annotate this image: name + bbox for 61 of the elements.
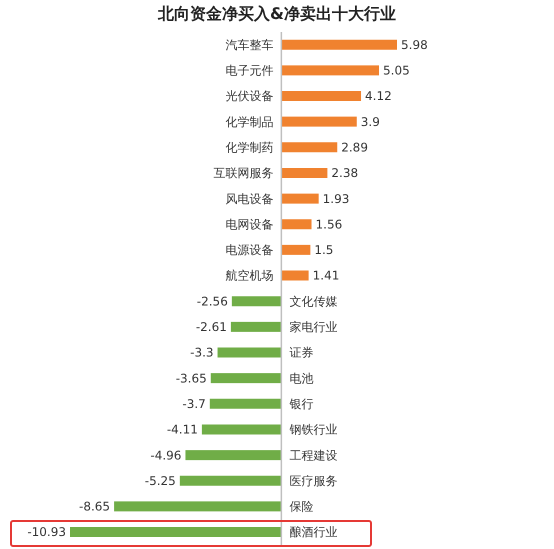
- y-tick-label: 酿酒行业: [289, 525, 338, 540]
- bar: [281, 65, 380, 76]
- data-label: -2.56: [196, 294, 228, 308]
- data-label: -10.93: [27, 525, 66, 540]
- bar: [281, 116, 357, 127]
- bar: [281, 194, 319, 204]
- bar: [281, 40, 397, 50]
- data-label: -4.96: [150, 448, 182, 462]
- y-tick-label: 电子元件: [225, 64, 274, 78]
- y-tick-label: 钢铁行业: [288, 422, 338, 437]
- bar: [281, 219, 312, 230]
- data-label: -5.25: [144, 474, 176, 488]
- bar: [230, 322, 282, 332]
- bar: [281, 168, 328, 178]
- data-label: 1.56: [316, 217, 342, 232]
- data-label: 1.41: [312, 268, 340, 283]
- data-label: -2.61: [196, 320, 227, 334]
- y-tick-label: 电源设备: [225, 243, 274, 258]
- y-tick-label: 医疗服务: [289, 474, 338, 488]
- data-label: 2.38: [331, 166, 358, 180]
- bar: [70, 527, 282, 538]
- bar: [114, 501, 282, 512]
- data-label: 2.89: [341, 140, 368, 154]
- bar: [185, 450, 282, 460]
- data-label: -8.65: [79, 500, 110, 514]
- data-label: -4.11: [166, 422, 198, 437]
- bar: [202, 424, 282, 434]
- data-label: -3.3: [190, 346, 214, 360]
- y-tick-label: 电池: [289, 371, 314, 386]
- data-label: 3.9: [360, 114, 380, 129]
- y-tick-label: 银行: [288, 396, 314, 411]
- data-label: -3.65: [176, 371, 207, 386]
- y-tick-label: 工程建设: [289, 448, 338, 462]
- bar: [281, 270, 309, 281]
- y-tick-label: 光伏设备: [225, 89, 274, 104]
- bar: [281, 244, 310, 255]
- data-label: -3.7: [182, 396, 206, 411]
- y-tick-label: 航空机场: [225, 268, 274, 283]
- chart-title: 北向资金净买入&净卖出十大行业: [156, 4, 397, 25]
- y-tick-label: 家电行业: [289, 320, 338, 334]
- bar: [180, 476, 282, 486]
- y-tick-label: 电网设备: [225, 217, 274, 232]
- bar: [281, 90, 362, 101]
- bar: [281, 142, 338, 152]
- data-label: 5.98: [401, 38, 428, 52]
- y-tick-label: 文化传媒: [289, 294, 338, 308]
- data-label: 4.12: [365, 89, 392, 104]
- y-tick-label: 化学制药: [225, 140, 274, 154]
- data-label: 1.93: [322, 192, 350, 206]
- bar: [210, 373, 282, 384]
- bar: [232, 296, 282, 306]
- y-tick-label: 汽车整车: [225, 38, 274, 52]
- y-tick-label: 化学制品: [225, 114, 274, 129]
- y-tick-label: 证券: [289, 346, 314, 360]
- bar: [218, 347, 282, 358]
- data-label: 5.05: [383, 64, 410, 78]
- y-tick-label: 保险: [289, 500, 314, 514]
- bar: [210, 398, 282, 409]
- data-label: 1.5: [314, 243, 334, 258]
- y-tick-label: 风电设备: [225, 192, 274, 206]
- y-tick-label: 互联网服务: [213, 166, 274, 180]
